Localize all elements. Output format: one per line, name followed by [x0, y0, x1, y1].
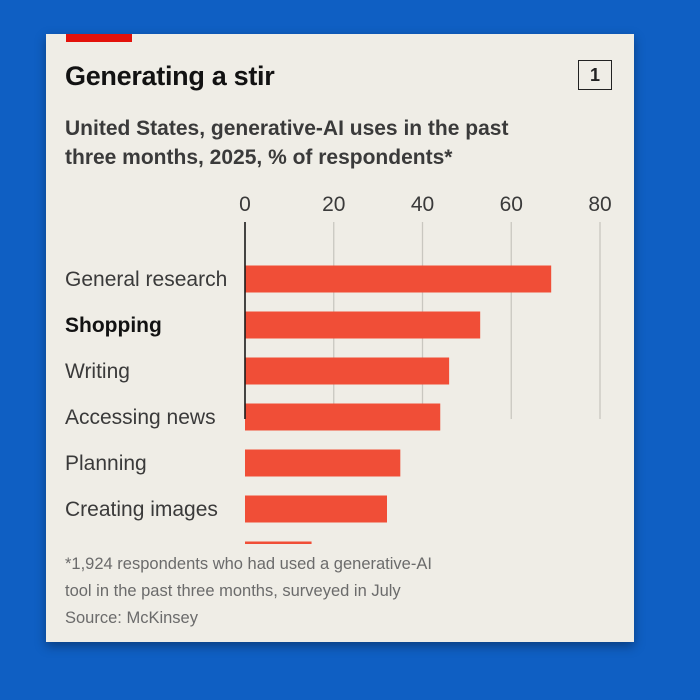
x-tick-label: 20 [322, 193, 345, 216]
accent-tag [66, 34, 132, 42]
category-label: Creating images [65, 498, 218, 521]
bar-accessing-news [245, 403, 441, 431]
x-tick-label: 80 [588, 193, 611, 216]
bar-shopping [245, 311, 481, 339]
category-label: Shopping [65, 314, 162, 337]
footnote-line: tool in the past three months, surveyed … [65, 582, 401, 600]
category-label: Writing [65, 360, 130, 383]
bar-creating-images [245, 495, 387, 523]
x-tick-label: 60 [500, 193, 523, 216]
footnote-line: *1,924 respondents who had used a genera… [65, 555, 432, 573]
chart-card: Generating a stir 1 United States, gener… [46, 34, 634, 642]
subtitle-line: United States, generative-AI uses in the… [65, 117, 509, 140]
category-label: General research [65, 268, 227, 291]
category-label: Planning [65, 452, 147, 475]
x-tick-label: 40 [411, 193, 434, 216]
source-note: Source: McKinsey [65, 609, 198, 627]
bar-chart: 0 20 40 60 80 General research Shopping Writing… [46, 184, 634, 544]
chart-number-badge: 1 [578, 60, 612, 90]
chart-title: Generating a stir [65, 61, 275, 91]
x-tick-label: 0 [239, 193, 251, 216]
bar-general-research [245, 265, 552, 293]
bar-planning [245, 449, 401, 477]
bar-writing [245, 357, 450, 385]
bar-chart-svg: 0 20 40 60 80 General research Shopping Writing… [65, 193, 612, 544]
subtitle-line: three months, 2025, % of respondents* [65, 146, 453, 169]
category-label: Accessing news [65, 406, 216, 429]
chart-notes: *1,924 respondents who had used a genera… [65, 551, 605, 632]
bar-coding [245, 541, 312, 544]
chart-subtitle: United States, generative-AI uses in the… [65, 114, 585, 172]
